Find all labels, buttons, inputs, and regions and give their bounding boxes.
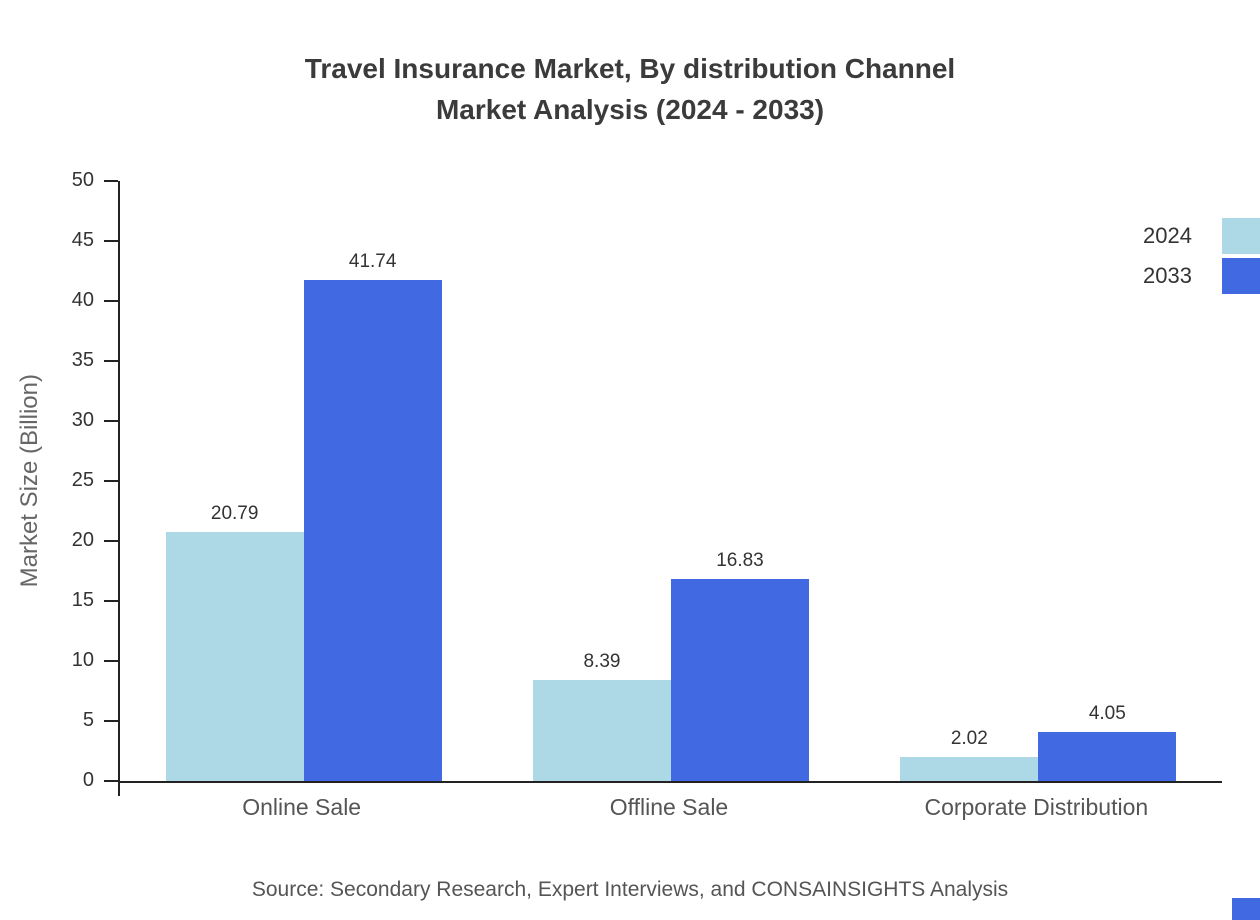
- chart-title-line2: Market Analysis (2024 - 2033): [435, 94, 825, 125]
- y-tick: [104, 300, 118, 302]
- source-text: Source: Secondary Research, Expert Inter…: [251, 878, 1009, 901]
- legend-item: 2033: [1143, 258, 1260, 294]
- y-tick: [104, 420, 118, 422]
- y-tick-label: 35: [71, 349, 94, 371]
- bar-value-label: 4.05: [1088, 703, 1126, 725]
- bar-value-label: 41.74: [348, 251, 397, 273]
- y-tick-label: 50: [71, 169, 94, 191]
- plot-area: 20.79 41.74 8.39 16.83 2.02 4.05: [118, 181, 1222, 783]
- legend: 2024 2033: [1143, 218, 1260, 298]
- bar-2033-offline-sale: [670, 579, 809, 781]
- y-tick-label: 30: [71, 409, 94, 431]
- y-tick-label: 10: [71, 649, 94, 671]
- bar-cell: 16.83: [670, 550, 809, 781]
- bar-2024-corporate-distribution: [900, 756, 1039, 781]
- bar-2024-offline-sale: [532, 680, 671, 781]
- y-tick-label: 20: [71, 529, 94, 551]
- chart-title-line1: Travel Insurance Market, By distribution…: [304, 53, 956, 84]
- bar-value-label: 20.79: [210, 502, 259, 524]
- bar-cell: 20.79: [165, 502, 304, 781]
- chart-title: Travel Insurance Market, By distribution…: [0, 48, 1260, 130]
- y-tick: [104, 540, 118, 542]
- bar-2033-corporate-distribution: [1038, 732, 1177, 781]
- x-category-label: Online Sale: [242, 794, 362, 820]
- y-axis-overhang: [118, 783, 120, 796]
- bar-value-label: 8.39: [583, 651, 621, 673]
- bar-group: 2.02 4.05: [900, 703, 1177, 781]
- bar-cell: 41.74: [303, 251, 442, 781]
- y-tick-label: 45: [71, 229, 94, 251]
- y-tick-label: 25: [71, 469, 94, 491]
- x-axis-category-labels: Online Sale Offline Sale Corporate Distrib…: [118, 794, 1220, 821]
- legend-label: 2033: [1143, 263, 1192, 288]
- legend-swatch: [1222, 218, 1260, 254]
- bar-2033-online-sale: [303, 280, 442, 781]
- y-tick: [104, 660, 118, 662]
- bar-value-label: 2.02: [950, 727, 988, 749]
- y-tick-label: 5: [82, 709, 94, 731]
- x-category-label: Corporate Distribution: [924, 794, 1149, 820]
- y-tick-label: 0: [82, 769, 94, 791]
- legend-swatch: [1222, 258, 1260, 294]
- bar-cell: 8.39: [532, 651, 671, 781]
- bar-group: 8.39 16.83: [532, 550, 809, 781]
- legend-label: 2024: [1143, 223, 1192, 248]
- y-tick-label: 15: [71, 589, 94, 611]
- bar-value-label: 16.83: [716, 550, 764, 572]
- bar-cell: 4.05: [1038, 703, 1177, 781]
- bar-cell: 2.02: [900, 727, 1039, 781]
- legend-item: 2024: [1143, 218, 1260, 254]
- y-tick: [104, 780, 118, 782]
- y-tick: [104, 180, 118, 182]
- y-tick: [104, 360, 118, 362]
- x-category-label: Offline Sale: [609, 794, 729, 820]
- watermark-fragment: [1232, 898, 1260, 920]
- y-tick: [104, 600, 118, 602]
- y-tick: [104, 480, 118, 482]
- y-tick: [104, 240, 118, 242]
- y-tick: [104, 720, 118, 722]
- bar-group: 20.79 41.74: [165, 251, 442, 781]
- bar-2024-online-sale: [165, 531, 304, 781]
- y-tick-label: 40: [71, 289, 94, 311]
